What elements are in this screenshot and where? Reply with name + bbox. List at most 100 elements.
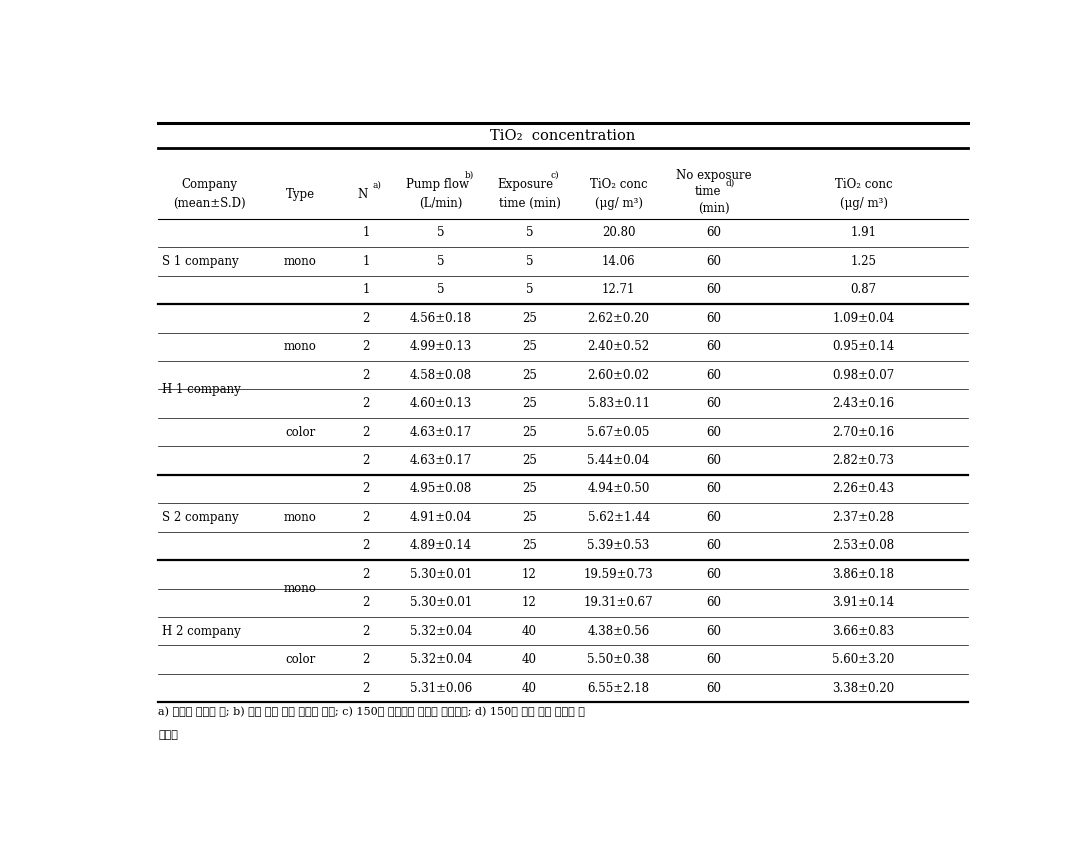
Text: TiO₂ conc: TiO₂ conc [590,178,647,191]
Text: 2: 2 [363,539,370,552]
Text: 2.60±0.02: 2.60±0.02 [588,368,650,381]
Text: 2: 2 [363,681,370,694]
Text: 2.62±0.20: 2.62±0.20 [588,312,649,325]
Text: S 1 company: S 1 company [162,255,239,268]
Text: 2: 2 [363,340,370,353]
Text: 1: 1 [363,284,370,297]
Text: 2.82±0.73: 2.82±0.73 [833,454,894,467]
Text: Exposure: Exposure [498,178,554,191]
Text: 2: 2 [363,625,370,638]
Text: 1.09±0.04: 1.09±0.04 [833,312,894,325]
Text: TiO₂  concentration: TiO₂ concentration [490,128,636,142]
Text: 25: 25 [522,340,537,353]
Text: 60: 60 [706,340,721,353]
Text: 1: 1 [363,255,370,268]
Text: 2: 2 [363,312,370,325]
Text: 6.55±2.18: 6.55±2.18 [588,681,649,694]
Text: 4.89±0.14: 4.89±0.14 [410,539,472,552]
Text: 5.30±0.01: 5.30±0.01 [410,596,472,610]
Text: (μg/ m³): (μg/ m³) [839,197,888,210]
Text: 1.25: 1.25 [851,255,877,268]
Text: 60: 60 [706,454,721,467]
Text: 5.32±0.04: 5.32±0.04 [410,653,472,666]
Text: TiO₂ conc: TiO₂ conc [835,178,892,191]
Text: (μg/ m³): (μg/ m³) [595,197,643,210]
Text: 5: 5 [526,255,534,268]
Text: 2: 2 [363,511,370,524]
Text: color: color [285,653,315,666]
Text: mono: mono [284,340,316,353]
Text: 25: 25 [522,368,537,381]
Text: 1: 1 [363,226,370,239]
Text: 25: 25 [522,511,537,524]
Text: 5.50±0.38: 5.50±0.38 [588,653,650,666]
Text: 60: 60 [706,226,721,239]
Text: 60: 60 [706,426,721,439]
Text: 2.40±0.52: 2.40±0.52 [588,340,650,353]
Text: a) 순정한 샘플의 수; b) 측정 전과 후의 펜프의 보정; c) 150장 인쳨하는 동안의 측정시간; d) 150장 인쳨 종료 후부터 측: a) 순정한 샘플의 수; b) 측정 전과 후의 펜프의 보정; c) 150… [159,707,585,718]
Text: H 1 company: H 1 company [162,383,241,396]
Text: 40: 40 [522,681,537,694]
Text: 25: 25 [522,426,537,439]
Text: (L/min): (L/min) [419,197,463,210]
Text: 4.38±0.56: 4.38±0.56 [588,625,650,638]
Text: 60: 60 [706,681,721,694]
Text: 40: 40 [522,625,537,638]
Text: mono: mono [284,511,316,524]
Text: 0.98±0.07: 0.98±0.07 [833,368,894,381]
Text: 5.30±0.01: 5.30±0.01 [410,568,472,581]
Text: 12.71: 12.71 [602,284,635,297]
Text: 5.83±0.11: 5.83±0.11 [588,397,649,410]
Text: 2: 2 [363,653,370,666]
Text: 2.70±0.16: 2.70±0.16 [833,426,894,439]
Text: 60: 60 [706,568,721,581]
Text: S 2 company: S 2 company [162,511,239,524]
Text: 60: 60 [706,397,721,410]
Text: Pump flow: Pump flow [406,178,469,191]
Text: 19.59±0.73: 19.59±0.73 [583,568,653,581]
Text: 60: 60 [706,368,721,381]
Text: 0.87: 0.87 [850,284,877,297]
Text: 12: 12 [522,596,537,610]
Text: N: N [357,187,367,200]
Text: 4.56±0.18: 4.56±0.18 [410,312,472,325]
Text: 25: 25 [522,539,537,552]
Text: 5.32±0.04: 5.32±0.04 [410,625,472,638]
Text: 25: 25 [522,483,537,496]
Text: 4.63±0.17: 4.63±0.17 [410,426,472,439]
Text: 3.91±0.14: 3.91±0.14 [833,596,894,610]
Text: No exposure: No exposure [676,169,752,182]
Text: 2.43±0.16: 2.43±0.16 [833,397,894,410]
Text: 5.44±0.04: 5.44±0.04 [588,454,650,467]
Text: 2.53±0.08: 2.53±0.08 [833,539,894,552]
Text: 4.60±0.13: 4.60±0.13 [410,397,472,410]
Text: Type: Type [286,187,315,200]
Text: 60: 60 [706,483,721,496]
Text: 60: 60 [706,596,721,610]
Text: 0.95±0.14: 0.95±0.14 [833,340,894,353]
Text: time (min): time (min) [499,197,561,210]
Text: 5.39±0.53: 5.39±0.53 [588,539,650,552]
Text: a): a) [373,180,381,189]
Text: 2: 2 [363,454,370,467]
Text: 60: 60 [706,312,721,325]
Text: 정시간: 정시간 [159,730,178,740]
Text: 2: 2 [363,426,370,439]
Text: 5.31±0.06: 5.31±0.06 [410,681,472,694]
Text: 5: 5 [437,255,445,268]
Text: b): b) [464,171,474,179]
Text: 60: 60 [706,284,721,297]
Text: 4.91±0.04: 4.91±0.04 [410,511,472,524]
Text: 2: 2 [363,596,370,610]
Text: 3.66±0.83: 3.66±0.83 [833,625,894,638]
Text: 5: 5 [437,226,445,239]
Text: mono: mono [284,582,316,595]
Text: H 2 company: H 2 company [162,625,241,638]
Text: color: color [285,426,315,439]
Text: 4.58±0.08: 4.58±0.08 [410,368,472,381]
Text: 14.06: 14.06 [602,255,635,268]
Text: 3.38±0.20: 3.38±0.20 [833,681,894,694]
Text: 5.67±0.05: 5.67±0.05 [588,426,650,439]
Text: 25: 25 [522,397,537,410]
Text: 60: 60 [706,511,721,524]
